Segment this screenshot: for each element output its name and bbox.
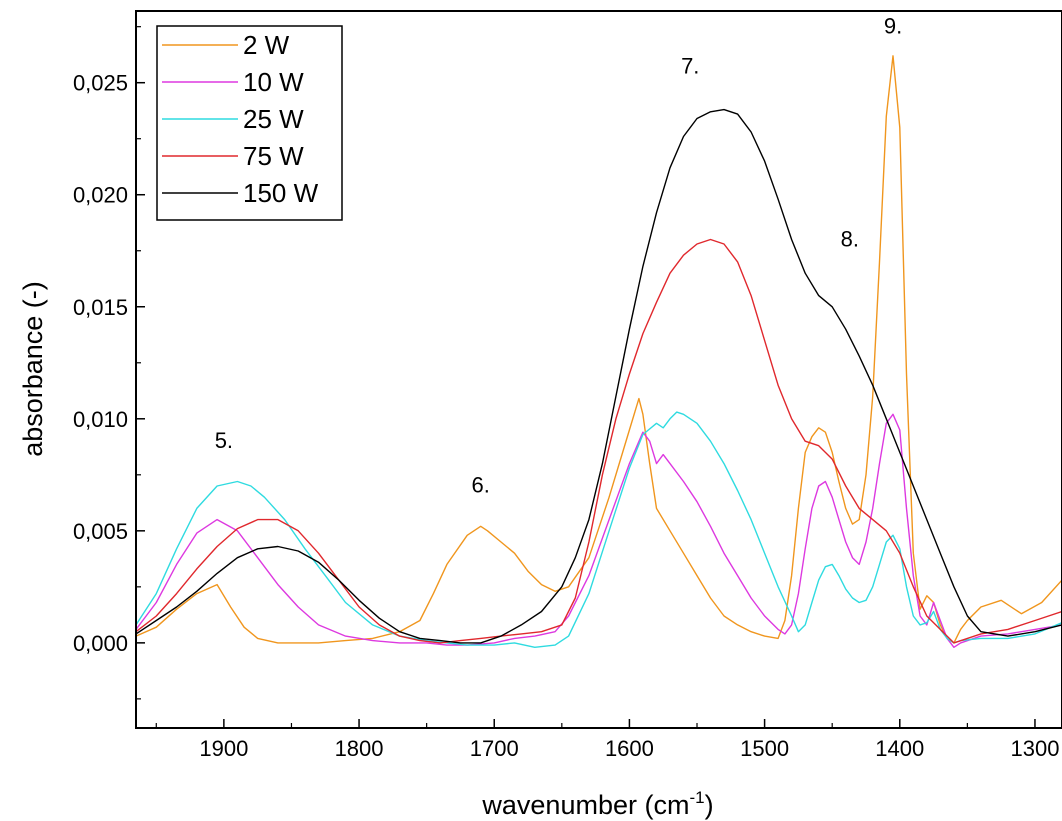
legend-label: 150 W bbox=[243, 178, 319, 208]
peak-annotation: 8. bbox=[841, 226, 859, 251]
x-axis-title-main: wavenumber (cm bbox=[481, 790, 689, 820]
y-tick-label: 0,025 bbox=[73, 71, 128, 96]
x-axis-title: wavenumber (cm-1) bbox=[481, 788, 713, 820]
peak-annotation: 6. bbox=[472, 473, 490, 498]
legend: 2 W 10 W 25 W 75 W 150 W bbox=[156, 25, 343, 221]
y-tick-label: 0,005 bbox=[73, 519, 128, 544]
series-line-150w bbox=[135, 108, 1062, 644]
plot-frame bbox=[135, 10, 1062, 729]
legend-box bbox=[156, 25, 343, 221]
x-tick-label: 1700 bbox=[470, 736, 519, 761]
y-axis-title: absorbance (-) bbox=[18, 281, 48, 457]
x-axis-title-sup: -1 bbox=[689, 788, 704, 807]
legend-label: 2 W bbox=[243, 30, 290, 60]
series-line-25w bbox=[135, 411, 1062, 648]
series-line-75w bbox=[135, 238, 1062, 644]
legend-label: 10 W bbox=[243, 67, 304, 97]
peak-annotation: 5. bbox=[215, 428, 233, 453]
x-tick-label: 1900 bbox=[199, 736, 248, 761]
ticks-layer: 1900 1800 1700 1600 1500 1400 1300 0,000 0,005 0,… bbox=[73, 26, 1059, 761]
y-tick-label: 0,020 bbox=[73, 183, 128, 208]
series-line-10w bbox=[135, 413, 1062, 648]
x-tick-label: 1500 bbox=[740, 736, 789, 761]
y-tick-label: 0,000 bbox=[73, 631, 128, 656]
series-layer bbox=[135, 55, 1062, 648]
legend-label: 75 W bbox=[243, 141, 304, 171]
x-tick-label: 1800 bbox=[335, 736, 384, 761]
legend-label: 25 W bbox=[243, 104, 304, 134]
x-tick-label: 1300 bbox=[1010, 736, 1059, 761]
x-tick-label: 1400 bbox=[875, 736, 924, 761]
x-axis-title-close: ) bbox=[705, 790, 714, 820]
y-tick-label: 0,010 bbox=[73, 407, 128, 432]
peak-annotation: 9. bbox=[884, 13, 902, 38]
series-line-2w bbox=[135, 55, 1062, 644]
peak-annotation: 7. bbox=[681, 54, 699, 79]
x-tick-label: 1600 bbox=[605, 736, 654, 761]
y-tick-label: 0,015 bbox=[73, 295, 128, 320]
annotation-layer: 5. 6. 7. 8. 9. bbox=[215, 13, 903, 497]
